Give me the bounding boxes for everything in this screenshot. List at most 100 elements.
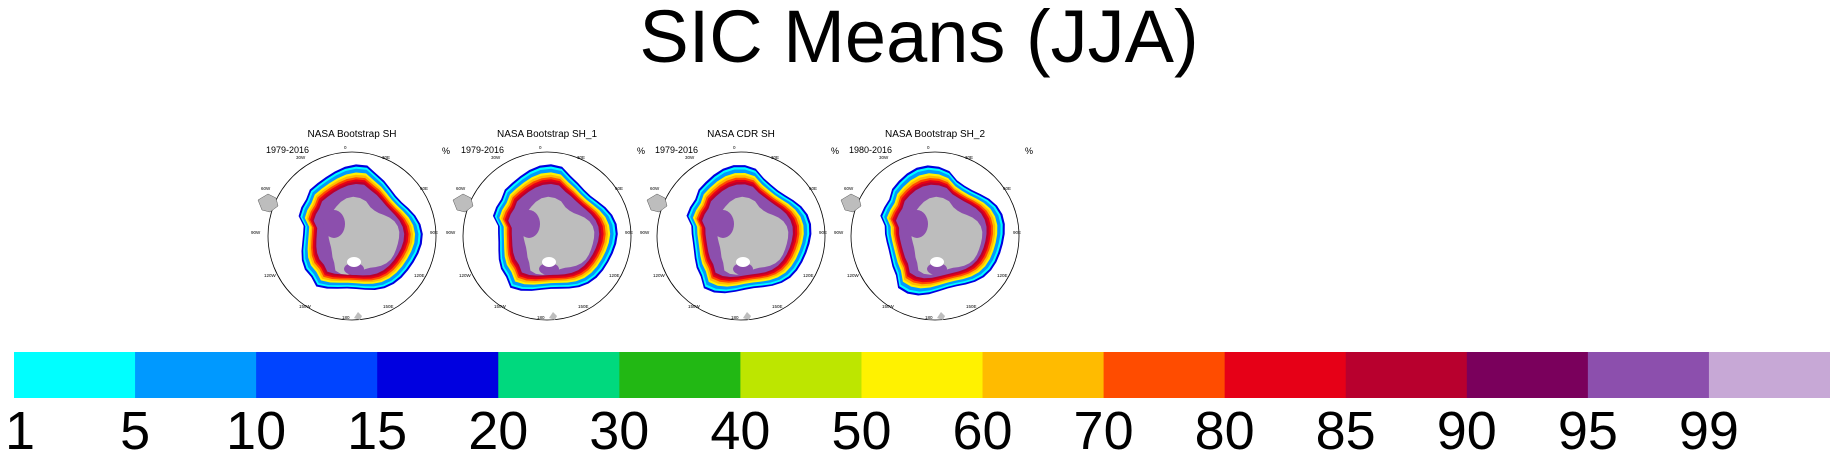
longitude-label: 90W — [446, 230, 456, 235]
longitude-label: 150E — [772, 304, 783, 309]
ice-shelf — [347, 257, 361, 267]
ice-shelf — [930, 257, 944, 267]
panel-unit: % — [636, 146, 645, 156]
longitude-label: 90E — [1013, 230, 1022, 235]
polar-map — [646, 151, 826, 321]
longitude-label: 90E — [819, 230, 828, 235]
colorbar-tick-label: 40 — [710, 401, 771, 461]
longitude-label: 90E — [625, 230, 634, 235]
longitude-label: 90W — [251, 230, 261, 235]
ross-sea-ice — [344, 263, 364, 275]
ice-shelf — [542, 257, 556, 267]
colorbar-segment — [619, 352, 741, 398]
colorbar-tick-label: 1 — [4, 401, 36, 461]
new-zealand-landmass — [743, 312, 751, 320]
panel-title: NASA Bootstrap SH_2 — [884, 129, 986, 140]
colorbar-tick-label: 5 — [120, 401, 151, 461]
weddell-sea-ice — [712, 210, 734, 238]
ice-shelf — [736, 257, 750, 267]
longitude-label: 120E — [803, 273, 814, 278]
longitude-label: 30W — [879, 155, 889, 160]
panel-period: 1980-2016 — [849, 145, 893, 155]
colorbar-tick-label: 10 — [226, 401, 287, 461]
longitude-label: 120E — [997, 273, 1008, 278]
longitude-label: 120W — [459, 273, 471, 278]
colorbar-segment — [1708, 352, 1830, 398]
panel-title: NASA CDR SH — [707, 129, 775, 140]
colorbar-segment — [1103, 352, 1226, 398]
colorbar-tick-label: 70 — [1073, 401, 1134, 461]
weddell-sea-ice — [906, 210, 928, 238]
longitude-label: 60W — [650, 186, 660, 191]
antarctica-landmass — [520, 196, 595, 275]
colorbar-segment — [256, 352, 378, 398]
longitude-label: 60E — [809, 186, 818, 191]
longitude-label: 150W — [882, 304, 894, 309]
colorbar-tick-label: 90 — [1436, 401, 1497, 461]
colorbar-tick-label: 80 — [1194, 401, 1255, 461]
longitude-label: 150W — [299, 304, 311, 309]
south-america-landmass — [452, 193, 474, 213]
longitude-label: 30E — [382, 155, 391, 160]
colorbar-tick-label: 15 — [347, 401, 408, 461]
panel-unit: % — [830, 146, 839, 156]
panel-title: NASA Bootstrap SH_1 — [496, 129, 598, 140]
longitude-label: 90W — [640, 230, 650, 235]
map-panel: NASA Bootstrap SH 1979-2016% 0 30E 60E 90E 120… — [251, 126, 450, 326]
longitude-label: 30E — [965, 155, 974, 160]
longitude-label: 0 — [733, 145, 736, 150]
longitude-label: 60W — [261, 186, 271, 191]
colorbar — [14, 352, 1830, 398]
south-america-landmass — [840, 193, 862, 213]
antarctica-landmass — [325, 196, 400, 275]
longitude-label: 180 — [731, 315, 739, 320]
longitude-label: 150W — [494, 304, 506, 309]
colorbar-segment — [377, 352, 499, 398]
new-zealand-landmass — [354, 312, 362, 320]
longitude-label: 150E — [383, 304, 394, 309]
longitude-label: 60E — [615, 186, 624, 191]
south-america-landmass — [646, 193, 668, 213]
colorbar-segment — [1224, 352, 1347, 398]
longitude-label: 120W — [264, 273, 276, 278]
longitude-label: 120W — [653, 273, 665, 278]
longitude-label: 180 — [537, 315, 545, 320]
colorbar-segment — [861, 352, 984, 398]
map-panel: NASA Bootstrap SH_1 1979-2016% 0 30E 60E 90E 1… — [446, 126, 645, 326]
panel-period: 1979-2016 — [461, 145, 505, 155]
new-zealand-landmass — [937, 312, 945, 320]
longitude-label: 30W — [685, 155, 695, 160]
panel-title: NASA Bootstrap SH — [307, 129, 397, 140]
colorbar-tick-label: 50 — [831, 401, 892, 461]
longitude-label: 150E — [578, 304, 589, 309]
longitude-label: 60W — [456, 186, 466, 191]
map-panel: NASA CDR SH 1979-2016% 0 30E 60E 90E 120E 150E 1… — [640, 126, 839, 326]
figure-title: SIC Means (JJA) — [639, 0, 1199, 78]
polar-map — [452, 151, 632, 321]
ross-sea-ice — [927, 263, 947, 275]
colorbar-tick-label: 99 — [1678, 401, 1739, 461]
weddell-sea-ice — [518, 210, 540, 238]
polar-map — [257, 151, 437, 321]
longitude-label: 0 — [927, 145, 930, 150]
longitude-label: 90W — [834, 230, 844, 235]
longitude-label: 150E — [966, 304, 977, 309]
longitude-label: 30E — [771, 155, 780, 160]
colorbar-tick-label: 60 — [952, 401, 1013, 461]
longitude-label: 150W — [688, 304, 700, 309]
map-panel: NASA Bootstrap SH_2 1980-2016% 0 30E 60E 90E 1… — [834, 126, 1033, 326]
longitude-label: 30E — [577, 155, 586, 160]
ross-sea-ice — [733, 263, 753, 275]
longitude-label: 120E — [414, 273, 425, 278]
new-zealand-landmass — [549, 312, 557, 320]
longitude-label: 30W — [296, 155, 306, 160]
colorbar-tick-label: 95 — [1557, 401, 1618, 461]
longitude-label: 120W — [847, 273, 859, 278]
longitude-label: 30W — [491, 155, 501, 160]
longitude-label: 180 — [925, 315, 933, 320]
panel-period: 1979-2016 — [655, 145, 699, 155]
antarctica-landmass — [714, 196, 789, 275]
colorbar-segment — [1587, 352, 1710, 398]
colorbar-segment — [1466, 352, 1589, 398]
longitude-label: 90E — [430, 230, 439, 235]
